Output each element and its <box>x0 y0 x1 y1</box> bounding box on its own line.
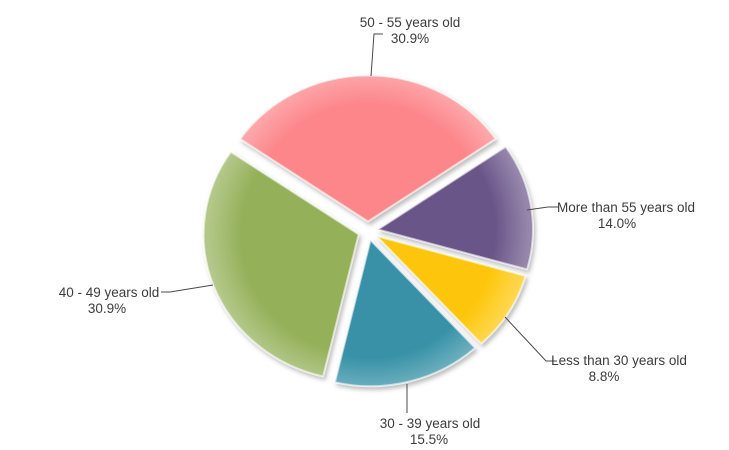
slice-label-percent: 8.8% <box>588 369 620 384</box>
pie-slice-40-49-years-old <box>202 150 360 378</box>
leader-line-less-than-30-years-old <box>504 316 557 362</box>
slice-label-percent: 30.9% <box>87 301 127 316</box>
slice-label-name: 30 - 39 years old <box>379 416 481 431</box>
slice-label-percent: 14.0% <box>597 216 637 231</box>
leader-line-more-than-55-years-old <box>526 206 559 211</box>
slice-label-percent: 30.9% <box>390 31 430 46</box>
pie-slice-more-than-55-years-old <box>376 145 534 271</box>
slice-label-name: More than 55 years old <box>556 200 696 215</box>
pie-slice-less-than-30-years-old <box>375 235 527 345</box>
slice-label-percent: 15.5% <box>409 432 449 447</box>
leader-line-50-55-years-old <box>370 33 383 77</box>
slice-label-name: 50 - 55 years old <box>359 15 461 30</box>
pie-slice-50-55-years-old <box>239 74 497 223</box>
slice-label-name: 40 - 49 years old <box>58 285 160 300</box>
leader-line-40-49-years-old <box>161 284 214 293</box>
pie-slice-30-39-years-old <box>333 239 477 388</box>
slice-label-name: Less than 30 years old <box>551 353 687 368</box>
